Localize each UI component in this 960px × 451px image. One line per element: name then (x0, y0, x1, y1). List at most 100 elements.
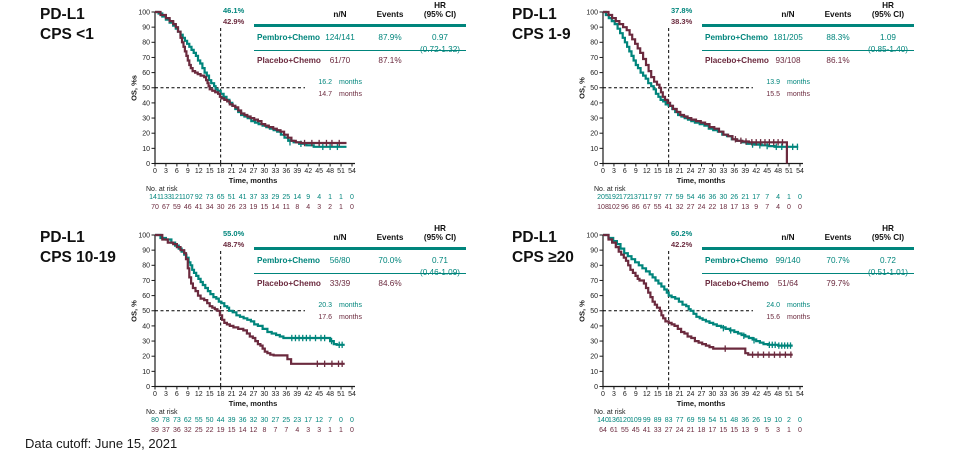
pembro-at-risk-count: 26 (730, 194, 739, 201)
x-tick-label: 54 (796, 168, 804, 175)
pembro-at-risk-count: 117 (641, 194, 653, 201)
median-placebo-value: 15.5 (766, 91, 780, 98)
y-tick-label: 70 (142, 55, 150, 62)
placebo-at-risk-count: 23 (238, 204, 247, 211)
median-unit: months (339, 91, 362, 98)
y-tick-label: 50 (590, 308, 598, 315)
x-tick-label: 18 (217, 391, 225, 398)
x-tick-label: 54 (348, 168, 356, 175)
placebo-km-curve (603, 10, 788, 164)
median-pembro-value: 16.2 (318, 79, 332, 86)
placebo-at-risk-count: 8 (262, 427, 267, 434)
table-rule-thick (702, 24, 914, 27)
y-tick-label: 80 (590, 40, 598, 47)
y-tick-label: 60 (142, 293, 150, 300)
pembro-at-risk-count: 205 (597, 194, 609, 201)
median-unit: months (787, 302, 810, 309)
table-header-hr: HR (882, 1, 894, 10)
placebo-at-risk-count: 26 (227, 204, 236, 211)
table-header-hr: HR (882, 224, 894, 233)
landmark-pct-placebo: 38.3% (671, 17, 693, 26)
pembro-at-risk-count: 65 (216, 194, 225, 201)
x-tick-label: 39 (293, 391, 301, 398)
pembro-row-label: Pembro+Chemo (257, 256, 321, 265)
pembro-at-risk-count: 0 (350, 194, 354, 201)
km-panel-cps-20: PD-L1 CPS ≥20 0 10 20 30 40 50 60 70 80 90 100 0 3 6 9 12… (448, 223, 928, 445)
pembro-at-risk-count: 0 (798, 417, 802, 424)
no-at-risk-label: No. at risk (594, 186, 626, 193)
placebo-at-risk-count: 8 (295, 204, 300, 211)
table-rule-thick (254, 24, 466, 27)
pembro-at-risk-count: 0 (350, 417, 354, 424)
placebo-at-risk-count: 27 (686, 204, 695, 211)
placebo-at-risk-count: 3 (776, 427, 781, 434)
pembro-hr-value: 0.97 (432, 33, 448, 42)
median-unit: months (339, 302, 362, 309)
x-tick-label: 48 (326, 168, 334, 175)
table-header-nn: n/N (781, 233, 795, 242)
y-tick-label: 90 (142, 25, 150, 32)
placebo-at-risk-count: 0 (798, 204, 802, 211)
median-placebo-value: 17.6 (318, 314, 332, 321)
panel-title: PD-L1 CPS 10-19 (40, 228, 116, 268)
x-tick-label: 6 (175, 391, 179, 398)
pembro-at-risk-count: 1 (787, 194, 791, 201)
x-tick-label: 18 (665, 168, 673, 175)
table-rule-thin (254, 50, 466, 51)
y-tick-label: 10 (142, 146, 150, 153)
placebo-at-risk-count: 64 (599, 427, 607, 434)
pembro-at-risk-count: 4 (776, 194, 781, 201)
x-tick-label: 30 (261, 168, 269, 175)
pembro-at-risk-count: 59 (697, 417, 706, 424)
median-pembro: 13.9 months (754, 79, 810, 87)
placebo-at-risk-count: 30 (216, 204, 225, 211)
placebo-km-curve (155, 233, 345, 365)
y-tick-label: 10 (590, 369, 598, 376)
y-tick-label: 80 (142, 263, 150, 270)
x-tick-label: 45 (315, 168, 323, 175)
x-tick-label: 54 (796, 391, 804, 398)
placebo-at-risk-count: 15 (227, 427, 236, 434)
placebo-at-risk-count: 32 (675, 204, 684, 211)
x-tick-label: 36 (730, 391, 738, 398)
table-header-hr-ci: (95% CI) (423, 233, 457, 242)
placebo-at-risk-count: 37 (161, 427, 170, 434)
table-header-nn: n/N (333, 233, 347, 242)
pembro-at-risk-count: 1 (328, 194, 333, 201)
x-tick-label: 27 (698, 391, 706, 398)
pembro-events-value: 70.7% (826, 256, 850, 265)
pembro-at-risk-count: 36 (741, 417, 750, 424)
placebo-at-risk-count: 1 (339, 204, 343, 211)
placebo-at-risk-count: 2 (328, 204, 333, 211)
placebo-at-risk-count: 3 (317, 204, 322, 211)
placebo-row-label: Placebo+Chemo (705, 56, 769, 65)
pembro-at-risk-count: 73 (205, 194, 214, 201)
x-tick-label: 9 (634, 168, 638, 175)
x-tick-label: 39 (741, 168, 749, 175)
placebo-at-risk-count: 32 (183, 427, 192, 434)
pembro-at-risk-count: 25 (282, 417, 291, 424)
pembro-at-risk-count: 59 (675, 194, 684, 201)
placebo-at-risk-count: 0 (350, 204, 354, 211)
placebo-at-risk-count: 3 (317, 427, 322, 434)
placebo-events-value: 84.6% (378, 279, 402, 288)
x-tick-label: 33 (719, 391, 727, 398)
x-axis-label: Time, months (677, 399, 726, 408)
km-panel-cps-1: PD-L1 CPS <1 0 10 20 30 40 50 60 70 80 90 100 0 3 6 9 12 1… (0, 0, 480, 222)
pembro-at-risk-count: 136 (608, 417, 620, 424)
x-tick-label: 45 (315, 391, 323, 398)
x-tick-label: 27 (698, 168, 706, 175)
placebo-at-risk-count: 0 (350, 427, 354, 434)
pembro-row-label: Pembro+Chemo (257, 33, 321, 42)
pembro-at-risk-count: 32 (249, 417, 258, 424)
x-tick-label: 27 (250, 168, 258, 175)
table-header-hr-ci: (95% CI) (423, 10, 457, 19)
x-tick-label: 39 (293, 168, 301, 175)
pembro-at-risk-count: 41 (238, 194, 247, 201)
y-tick-label: 90 (590, 248, 598, 255)
placebo-at-risk-count: 5 (765, 427, 770, 434)
landmark-pct-placebo: 48.7% (223, 240, 245, 249)
